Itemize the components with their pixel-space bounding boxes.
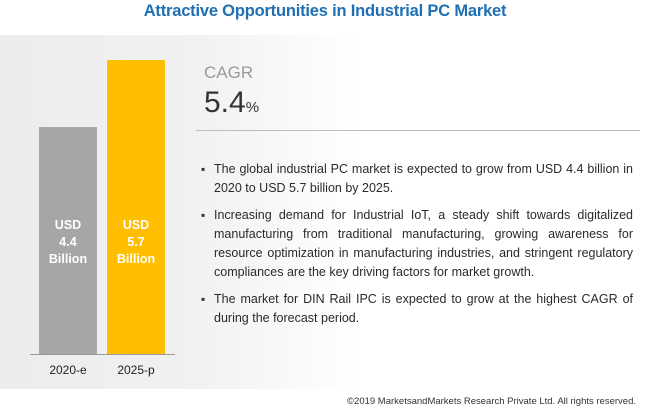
bar-2025-p <box>107 60 165 354</box>
copyright-notice: ©2019 MarketsandMarkets Research Private… <box>347 396 636 407</box>
bar-data-label: Billion <box>117 252 155 266</box>
category-label: 2020-e <box>49 363 87 377</box>
insight-item: The global industrial PC market is expec… <box>201 160 633 198</box>
cagr-value: 5.4% <box>204 86 259 120</box>
bar-data-label: Billion <box>49 252 87 266</box>
bar-data-label: USD <box>55 218 81 232</box>
insight-item: Increasing demand for Industrial IoT, a … <box>201 206 633 282</box>
key-insights-list: The global industrial PC market is expec… <box>201 160 633 336</box>
bar-data-label: 4.4 <box>59 235 76 249</box>
insight-item: The market for DIN Rail IPC is expected … <box>201 290 633 328</box>
bar-data-label: USD <box>123 218 149 232</box>
cagr-number: 5.4 <box>204 86 246 119</box>
bar-data-label: 5.7 <box>127 235 144 249</box>
cagr-label: CAGR <box>204 63 254 82</box>
category-label: 2025-p <box>117 363 155 377</box>
bar-2020-e <box>39 127 97 354</box>
page-title: Attractive Opportunities in Industrial P… <box>143 2 507 20</box>
market-size-bar-chart: USD 4.4 Billion 2020-e USD 5.7 Billion 2025-p <box>30 60 175 377</box>
cagr-divider <box>196 130 640 131</box>
cagr-unit: % <box>245 99 260 116</box>
